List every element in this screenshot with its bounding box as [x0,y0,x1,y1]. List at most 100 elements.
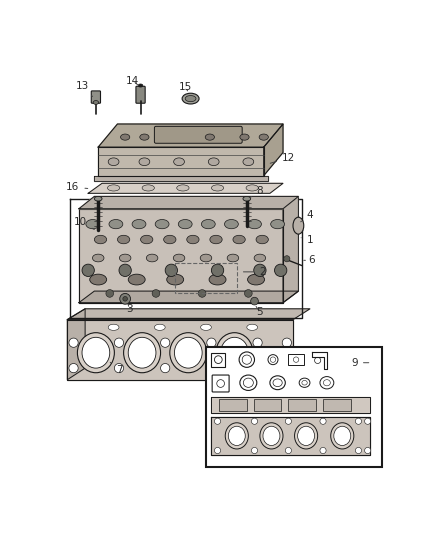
Ellipse shape [178,220,192,229]
Circle shape [82,264,94,277]
Ellipse shape [138,84,143,87]
Polygon shape [94,175,268,181]
Bar [206,348,381,467]
Ellipse shape [182,93,199,104]
Circle shape [152,289,160,297]
Circle shape [320,418,326,424]
Polygon shape [212,417,370,455]
Circle shape [207,364,216,373]
Ellipse shape [293,217,304,234]
Ellipse shape [224,220,238,229]
Circle shape [114,364,124,373]
Ellipse shape [233,235,245,244]
Ellipse shape [107,185,120,191]
Circle shape [254,264,266,277]
Ellipse shape [128,274,145,285]
Circle shape [207,338,216,348]
Text: 12: 12 [270,153,295,163]
Circle shape [284,256,290,262]
Ellipse shape [94,235,107,244]
Polygon shape [67,309,85,379]
Circle shape [320,447,326,454]
Text: 16: 16 [66,182,88,192]
Text: 9: 9 [351,358,369,368]
Circle shape [69,364,78,373]
Ellipse shape [256,235,268,244]
Circle shape [364,418,371,424]
Ellipse shape [142,185,155,191]
Ellipse shape [124,333,161,373]
Text: 13: 13 [76,80,92,96]
Ellipse shape [139,158,150,166]
Ellipse shape [201,324,212,330]
Ellipse shape [205,134,215,140]
Text: 10: 10 [74,217,94,230]
FancyBboxPatch shape [254,399,282,411]
Polygon shape [79,196,298,209]
Ellipse shape [216,333,253,373]
Ellipse shape [227,254,239,262]
Polygon shape [264,124,283,175]
Circle shape [120,294,131,304]
Text: 4: 4 [301,210,313,222]
Ellipse shape [247,324,258,330]
FancyBboxPatch shape [288,399,316,411]
Ellipse shape [225,423,248,449]
Ellipse shape [94,196,102,201]
Ellipse shape [208,158,219,166]
Ellipse shape [294,423,318,449]
Ellipse shape [271,220,285,229]
Ellipse shape [260,423,283,449]
Circle shape [198,289,206,297]
Ellipse shape [82,337,110,368]
Ellipse shape [200,254,212,262]
Polygon shape [283,196,298,303]
Ellipse shape [167,274,184,285]
Text: 1: 1 [301,235,313,245]
Circle shape [114,338,124,348]
Polygon shape [67,320,293,379]
Ellipse shape [210,235,222,244]
FancyBboxPatch shape [323,399,351,411]
Circle shape [212,264,224,277]
Circle shape [285,447,291,454]
Ellipse shape [86,220,100,229]
Text: 3: 3 [127,304,133,314]
Circle shape [355,418,361,424]
FancyBboxPatch shape [219,399,247,411]
Ellipse shape [187,235,199,244]
Ellipse shape [259,134,268,140]
Circle shape [251,447,258,454]
Circle shape [285,418,291,424]
Ellipse shape [246,185,258,191]
Text: 14: 14 [126,76,139,86]
Ellipse shape [201,220,215,229]
Ellipse shape [108,158,119,166]
Circle shape [251,418,258,424]
Ellipse shape [254,254,266,262]
Circle shape [161,364,170,373]
Ellipse shape [120,134,130,140]
Ellipse shape [128,337,156,368]
Ellipse shape [78,333,114,373]
Polygon shape [98,124,283,147]
Ellipse shape [117,235,130,244]
Ellipse shape [93,101,99,104]
Circle shape [123,296,127,301]
Ellipse shape [140,134,149,140]
Circle shape [282,338,291,348]
Ellipse shape [120,254,131,262]
Ellipse shape [155,324,165,330]
Circle shape [215,418,221,424]
Circle shape [244,289,252,297]
Circle shape [106,289,113,297]
Ellipse shape [263,426,280,446]
Ellipse shape [177,185,189,191]
Ellipse shape [90,274,107,285]
Ellipse shape [221,337,248,368]
Text: 6: 6 [304,255,315,265]
Circle shape [165,264,177,277]
Polygon shape [79,291,298,303]
Polygon shape [98,147,264,175]
Ellipse shape [174,337,202,368]
